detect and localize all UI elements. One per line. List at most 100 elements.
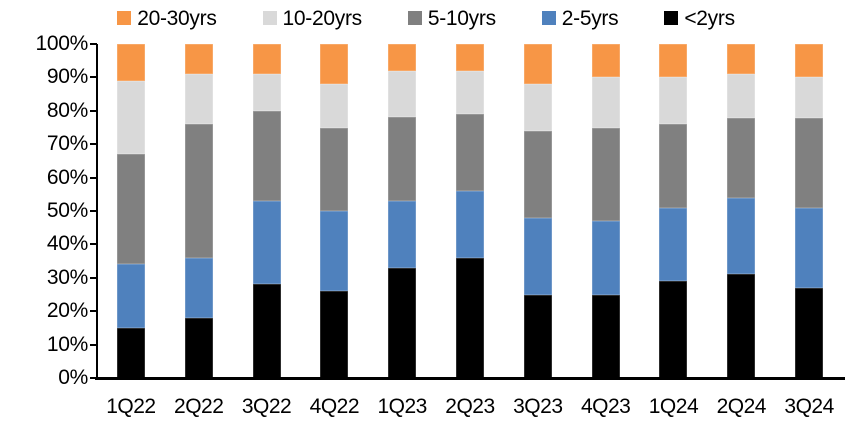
- x-axis-line: [95, 377, 845, 380]
- legend-item: 20-30yrs: [117, 6, 217, 30]
- bar-segment-5-10yrs: [795, 117, 824, 208]
- y-tick-label: 80%: [46, 98, 88, 122]
- legend-label: <2yrs: [684, 6, 735, 30]
- y-tick-mark: [90, 310, 97, 313]
- bar-segment-<2yrs: [591, 294, 620, 378]
- bar-segment-10-20yrs: [388, 70, 417, 118]
- bar-segment-5-10yrs: [320, 127, 349, 212]
- legend-label: 5-10yrs: [427, 6, 496, 30]
- y-tick-label: 100%: [35, 32, 88, 55]
- legend-item: 10-20yrs: [262, 6, 363, 30]
- bar-segment-20-30yrs: [795, 44, 824, 78]
- x-tick-label: 2Q23: [445, 395, 495, 418]
- bar-3Q24: [795, 44, 824, 378]
- bar-segment-20-30yrs: [116, 44, 145, 81]
- bar-segment-<2yrs: [795, 287, 824, 378]
- bar-segment-20-30yrs: [523, 44, 552, 85]
- y-tick-mark: [90, 276, 97, 279]
- bar-segment-5-10yrs: [184, 124, 213, 258]
- bar-segment-10-20yrs: [591, 77, 620, 128]
- y-tick-label: 70%: [46, 132, 88, 156]
- bar-segment-<2yrs: [456, 257, 484, 378]
- legend-swatch-2-5yrs: [541, 11, 556, 25]
- x-tick-label: 3Q24: [784, 395, 834, 418]
- bar-segment-5-10yrs: [727, 117, 756, 198]
- legend-item: <2yrs: [664, 6, 735, 30]
- x-tick-label: 4Q23: [580, 395, 631, 418]
- y-tick-label: 90%: [46, 65, 88, 89]
- bar-segment-20-30yrs: [456, 44, 484, 71]
- legend-label: 10-20yrs: [282, 6, 363, 30]
- bar-segment-5-10yrs: [116, 154, 145, 265]
- bar-3Q23: [523, 44, 552, 378]
- bar-1Q24: [659, 44, 688, 378]
- bar-segment-20-30yrs: [388, 44, 417, 71]
- bar-segment-10-20yrs: [523, 84, 552, 131]
- bar-segment-5-10yrs: [252, 110, 281, 201]
- y-tick-mark: [90, 143, 97, 146]
- bar-3Q22: [252, 44, 281, 378]
- bar-segment-20-30yrs: [320, 44, 349, 85]
- bar-segment-<2yrs: [320, 291, 349, 378]
- bar-segment-2-5yrs: [795, 207, 824, 288]
- bar-segment-10-20yrs: [795, 77, 824, 118]
- bar-segment-10-20yrs: [116, 80, 145, 155]
- y-tick-label: 10%: [46, 332, 88, 356]
- bar-segment-2-5yrs: [659, 207, 688, 282]
- legend-item: 2-5yrs: [541, 6, 619, 30]
- bar-segment-5-10yrs: [456, 114, 484, 191]
- bar-segment-20-30yrs: [252, 44, 281, 75]
- y-tick-label: 60%: [46, 165, 88, 189]
- bar-segment-2-5yrs: [591, 221, 620, 295]
- bar-segment-<2yrs: [388, 267, 417, 378]
- legend-item: 5-10yrs: [407, 6, 496, 30]
- bar-segment-20-30yrs: [184, 44, 213, 75]
- bar-1Q23: [388, 44, 417, 378]
- y-tick-mark: [90, 343, 97, 346]
- bar-segment-10-20yrs: [252, 74, 281, 111]
- x-tick-label: 3Q23: [513, 395, 563, 418]
- x-tick-label: 1Q23: [377, 395, 427, 418]
- bar-segment-10-20yrs: [320, 84, 349, 128]
- x-tick-label: 2Q22: [174, 395, 224, 418]
- bar-segment-20-30yrs: [591, 44, 620, 78]
- bar-segment-10-20yrs: [184, 74, 213, 125]
- y-axis-line: [96, 44, 98, 380]
- bar-segment-<2yrs: [727, 274, 756, 378]
- bar-segment-20-30yrs: [727, 44, 756, 75]
- y-tick-label: 40%: [46, 232, 88, 256]
- bar-segment-10-20yrs: [456, 70, 484, 115]
- y-tick-mark: [90, 76, 97, 79]
- y-tick-mark: [90, 176, 97, 179]
- bar-segment-<2yrs: [523, 294, 552, 378]
- bar-segment-2-5yrs: [456, 190, 484, 258]
- bar-2Q24: [727, 44, 756, 378]
- bar-segment-2-5yrs: [252, 200, 281, 285]
- legend-label: 20-30yrs: [137, 6, 217, 30]
- y-tick-label: 0%: [58, 366, 88, 389]
- y-tick-mark: [90, 43, 97, 45]
- bar-segment-<2yrs: [116, 327, 145, 378]
- bar-segment-<2yrs: [252, 284, 281, 378]
- chart-legend: 20-30yrs 10-20yrs 5-10yrs 2-5yrs <2yrs: [0, 4, 852, 32]
- y-tick-label: 30%: [46, 265, 88, 289]
- y-tick-label: 20%: [46, 299, 88, 323]
- y-tick-mark: [90, 243, 97, 246]
- y-tick-mark: [90, 210, 97, 212]
- bar-segment-2-5yrs: [523, 217, 552, 295]
- legend-swatch-20-30yrs: [117, 11, 132, 25]
- bar-segment-2-5yrs: [388, 200, 417, 268]
- bar-4Q23: [591, 44, 620, 378]
- y-tick-mark: [90, 377, 97, 379]
- bar-segment-<2yrs: [659, 281, 688, 378]
- x-tick-label: 1Q22: [106, 395, 156, 418]
- bar-1Q22: [116, 44, 145, 378]
- legend-swatch-<2yrs: [664, 11, 679, 25]
- bar-segment-2-5yrs: [116, 264, 145, 328]
- bar-segment-2-5yrs: [184, 257, 213, 318]
- bar-segment-20-30yrs: [659, 44, 688, 78]
- legend-label: 2-5yrs: [561, 6, 619, 30]
- x-tick-label: 4Q22: [309, 395, 360, 418]
- bar-segment-2-5yrs: [320, 211, 349, 292]
